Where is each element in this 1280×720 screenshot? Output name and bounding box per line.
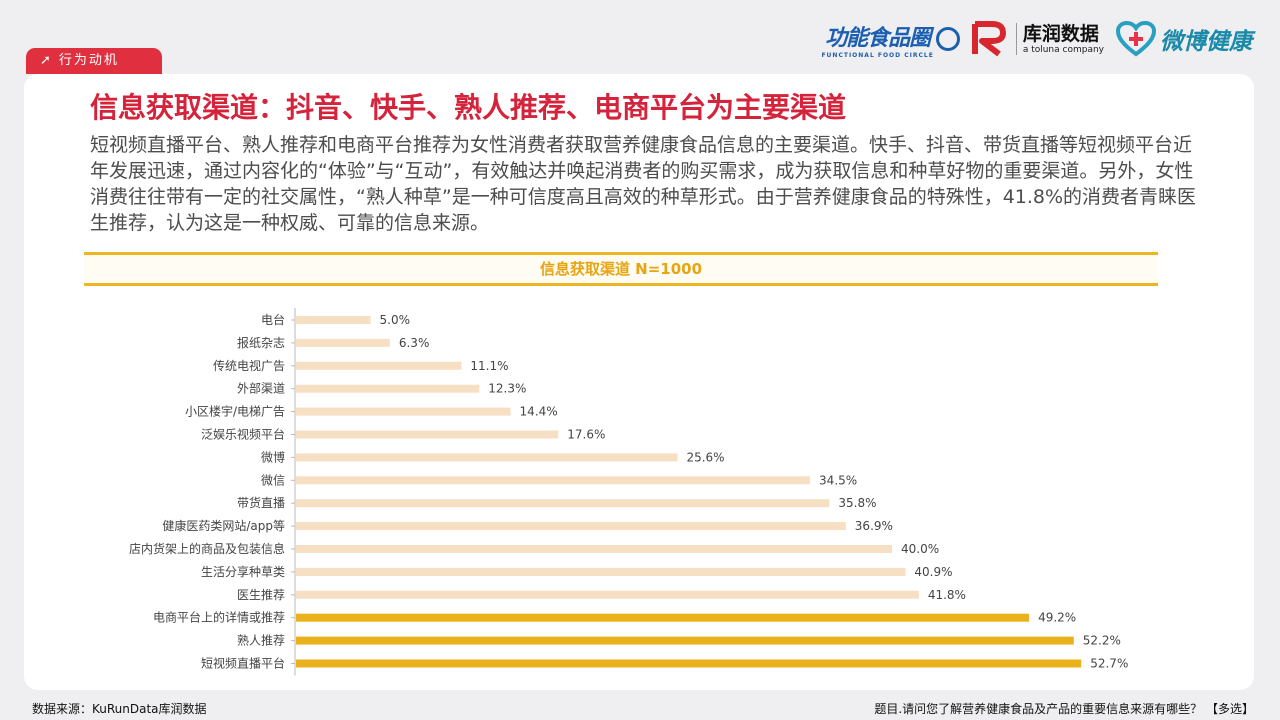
bar — [296, 590, 919, 599]
value-label: 35.8% — [838, 496, 876, 510]
category-label: 熟人推荐 — [237, 633, 285, 648]
bar — [296, 659, 1082, 668]
bar — [296, 338, 390, 347]
bar — [296, 384, 480, 393]
functional-food-logo-text: 功能食品圈 — [825, 25, 931, 51]
bar — [296, 545, 892, 553]
kurun-logo-text: 库润数据 — [1022, 23, 1099, 45]
value-label: 34.5% — [819, 473, 857, 487]
category-label: 电台 — [261, 312, 285, 327]
bar — [296, 567, 906, 576]
category-label: 报纸杂志 — [237, 335, 285, 350]
question-note: 题目.请问您了解营养健康食品及产品的重要信息来源有哪些？ 【多选】 — [874, 702, 1254, 716]
category-label: 电商平台上的详情或推荐 — [153, 610, 285, 625]
data-source-note: 数据来源：KuRunData库润数据 — [32, 702, 207, 716]
bar — [296, 613, 1030, 622]
value-label: 52.7% — [1090, 657, 1128, 671]
logo-bar: 功能食品圈 FUNCTIONAL FOOD CIRCLE 库润数据 a tolu… — [821, 14, 1252, 64]
circle-logo-icon — [935, 27, 960, 51]
category-label: 短视频直播平台 — [201, 656, 285, 671]
value-label: 40.0% — [901, 542, 939, 556]
content-card — [24, 74, 1254, 690]
weibo-health-logo-text: 微博健康 — [1160, 29, 1252, 55]
value-label: 49.2% — [1038, 611, 1076, 625]
category-label: 店内货架上的商品及包装信息 — [129, 541, 285, 556]
value-label: 12.3% — [488, 382, 526, 396]
bar — [296, 316, 371, 324]
category-label: 健康医药类网站/app等 — [162, 518, 285, 533]
value-label: 11.1% — [470, 359, 508, 373]
bar — [296, 407, 511, 416]
description-paragraph: 短视频直播平台、熟人推荐和电商平台推荐为女性消费者获取营养健康食品信息的主要渠道… — [90, 134, 1197, 234]
bar — [296, 499, 830, 508]
value-label: 17.6% — [567, 428, 605, 442]
category-label: 生活分享种草类 — [201, 564, 285, 579]
value-label: 36.9% — [855, 519, 893, 533]
value-label: 6.3% — [399, 336, 430, 350]
r-logo-icon — [971, 21, 1010, 57]
functional-food-logo-en: FUNCTIONAL FOOD CIRCLE — [821, 51, 934, 59]
section-tag-label: 行为动机 — [58, 53, 119, 68]
section-tag: ➚ 行为动机 — [26, 48, 162, 74]
value-label: 41.8% — [928, 588, 966, 602]
chart-title: 信息获取渠道 N=1000 — [84, 252, 1158, 286]
page-title: 信息获取渠道：抖音、快手、熟人推荐、电商平台为主要渠道 — [90, 91, 847, 124]
category-label: 外部渠道 — [237, 381, 285, 396]
category-label: 小区楼宇/电梯广告 — [185, 404, 285, 419]
category-label: 泛娱乐视频平台 — [201, 427, 285, 442]
value-label: 25.6% — [686, 450, 724, 464]
heart-plus-icon — [1116, 21, 1156, 57]
value-label: 40.9% — [914, 565, 952, 579]
bar — [296, 522, 846, 531]
value-label: 52.2% — [1083, 634, 1121, 648]
weibo-health-logo: 微博健康 — [1116, 21, 1252, 57]
bar — [296, 453, 678, 462]
category-label: 微信 — [261, 473, 285, 487]
bar — [296, 361, 462, 370]
bar — [296, 430, 559, 439]
value-label: 14.4% — [520, 405, 558, 419]
kurun-logo: 库润数据 a toluna company — [971, 21, 1104, 57]
category-label: 医生推荐 — [237, 588, 285, 602]
value-label: 5.0% — [380, 313, 411, 327]
functional-food-logo: 功能食品圈 FUNCTIONAL FOOD CIRCLE — [821, 20, 960, 59]
arrow-up-right-icon: ➚ — [40, 53, 51, 68]
category-label: 传统电视广告 — [213, 358, 285, 373]
category-label: 带货直播 — [237, 495, 285, 510]
bar — [296, 636, 1074, 645]
kurun-logo-en: a toluna company — [1022, 45, 1104, 55]
bar — [296, 476, 811, 485]
category-label: 微博 — [261, 449, 285, 464]
